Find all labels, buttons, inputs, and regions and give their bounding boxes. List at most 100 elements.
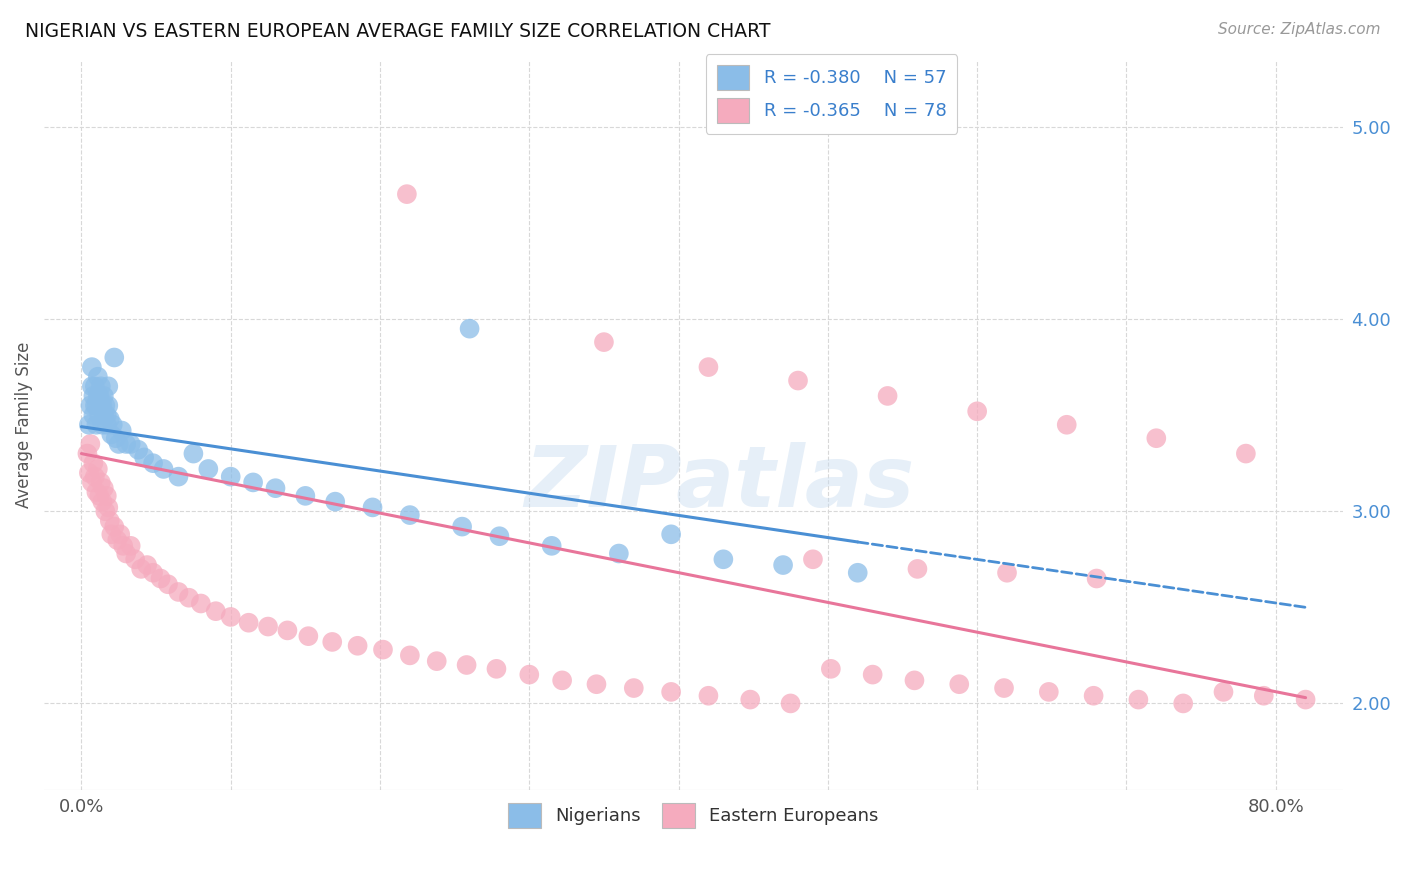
Point <box>87 369 110 384</box>
Point <box>190 597 212 611</box>
Point <box>876 389 898 403</box>
Point <box>77 417 100 432</box>
Point <box>294 489 316 503</box>
Point <box>115 437 138 451</box>
Point <box>107 437 129 451</box>
Point <box>91 494 114 508</box>
Point <box>966 404 988 418</box>
Point <box>82 408 104 422</box>
Point <box>103 351 125 365</box>
Point <box>276 624 298 638</box>
Point <box>740 692 762 706</box>
Point <box>100 427 122 442</box>
Point <box>593 335 616 350</box>
Point <box>585 677 607 691</box>
Point <box>995 566 1018 580</box>
Point <box>80 379 103 393</box>
Point <box>86 399 108 413</box>
Point <box>451 519 474 533</box>
Point <box>90 475 112 490</box>
Text: NIGERIAN VS EASTERN EUROPEAN AVERAGE FAMILY SIZE CORRELATION CHART: NIGERIAN VS EASTERN EUROPEAN AVERAGE FAM… <box>25 22 770 41</box>
Point <box>456 658 478 673</box>
Point <box>371 642 394 657</box>
Text: ZIPatlas: ZIPatlas <box>524 442 915 524</box>
Point <box>87 462 110 476</box>
Point <box>485 662 508 676</box>
Point <box>149 572 172 586</box>
Point <box>101 417 124 432</box>
Text: Source: ZipAtlas.com: Source: ZipAtlas.com <box>1218 22 1381 37</box>
Point <box>77 466 100 480</box>
Point <box>167 469 190 483</box>
Point <box>297 629 319 643</box>
Point <box>152 462 174 476</box>
Point <box>323 494 346 508</box>
Point <box>697 360 720 375</box>
Point <box>98 412 121 426</box>
Point <box>105 533 128 547</box>
Point <box>697 689 720 703</box>
Point <box>112 539 135 553</box>
Point <box>659 685 682 699</box>
Point <box>111 424 134 438</box>
Point <box>83 469 105 483</box>
Point <box>91 417 114 432</box>
Point <box>551 673 574 688</box>
Point <box>97 379 120 393</box>
Point <box>90 399 112 413</box>
Point <box>1056 417 1078 432</box>
Point <box>204 604 226 618</box>
Point <box>127 442 149 457</box>
Point <box>426 654 449 668</box>
Point <box>90 379 112 393</box>
Y-axis label: Average Family Size: Average Family Size <box>15 342 32 508</box>
Point <box>96 417 118 432</box>
Point <box>134 450 156 465</box>
Point <box>96 408 118 422</box>
Point <box>907 562 929 576</box>
Point <box>242 475 264 490</box>
Point <box>787 374 810 388</box>
Point <box>1038 685 1060 699</box>
Point <box>1212 685 1234 699</box>
Point <box>1085 572 1108 586</box>
Point <box>97 399 120 413</box>
Point <box>120 539 142 553</box>
Point <box>779 697 801 711</box>
Point <box>903 673 925 688</box>
Point <box>993 681 1015 695</box>
Point <box>1083 689 1105 703</box>
Point <box>1234 447 1257 461</box>
Point <box>321 635 343 649</box>
Point <box>1173 697 1195 711</box>
Point <box>80 475 103 490</box>
Point <box>94 399 117 413</box>
Point <box>862 667 884 681</box>
Point <box>100 527 122 541</box>
Point <box>136 558 159 572</box>
Point <box>96 489 118 503</box>
Point <box>86 485 108 500</box>
Point <box>93 408 115 422</box>
Point <box>97 500 120 515</box>
Point <box>395 187 418 202</box>
Point <box>1253 689 1275 703</box>
Point <box>82 389 104 403</box>
Point <box>83 379 105 393</box>
Point <box>1144 431 1167 445</box>
Point <box>238 615 260 630</box>
Point <box>98 514 121 528</box>
Point <box>846 566 869 580</box>
Point <box>346 639 368 653</box>
Point <box>91 399 114 413</box>
Point <box>120 437 142 451</box>
Point <box>711 552 734 566</box>
Point <box>129 562 152 576</box>
Point <box>103 519 125 533</box>
Point <box>948 677 970 691</box>
Point <box>219 610 242 624</box>
Point <box>488 529 510 543</box>
Point <box>399 648 422 663</box>
Point <box>89 489 111 503</box>
Point <box>399 508 422 522</box>
